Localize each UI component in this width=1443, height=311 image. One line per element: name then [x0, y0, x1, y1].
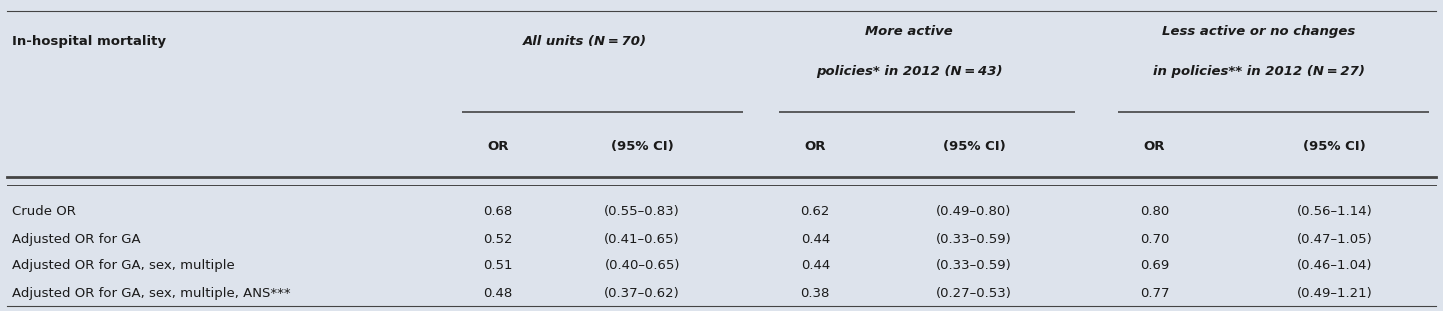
Text: 0.70: 0.70	[1140, 233, 1169, 246]
Text: (0.27–0.53): (0.27–0.53)	[937, 287, 1012, 300]
Text: (0.41–0.65): (0.41–0.65)	[605, 233, 680, 246]
Text: (0.33–0.59): (0.33–0.59)	[937, 233, 1012, 246]
Text: 0.52: 0.52	[483, 233, 512, 246]
Text: Adjusted OR for GA, sex, multiple, ANS***: Adjusted OR for GA, sex, multiple, ANS**…	[12, 287, 290, 300]
Text: Adjusted OR for GA, sex, multiple: Adjusted OR for GA, sex, multiple	[12, 259, 234, 272]
Text: 0.38: 0.38	[801, 287, 830, 300]
Text: 0.77: 0.77	[1140, 287, 1169, 300]
Text: (0.55–0.83): (0.55–0.83)	[605, 205, 680, 218]
Text: (0.33–0.59): (0.33–0.59)	[937, 259, 1012, 272]
Text: OR: OR	[1144, 140, 1165, 153]
Text: OR: OR	[805, 140, 825, 153]
Text: In-hospital mortality: In-hospital mortality	[12, 35, 166, 49]
Text: (95% CI): (95% CI)	[610, 140, 674, 153]
Text: (95% CI): (95% CI)	[942, 140, 1006, 153]
Text: in policies** in 2012 (N = 27): in policies** in 2012 (N = 27)	[1153, 65, 1365, 78]
Text: (0.37–0.62): (0.37–0.62)	[605, 287, 680, 300]
Text: 0.44: 0.44	[801, 233, 830, 246]
Text: (0.46–1.04): (0.46–1.04)	[1297, 259, 1372, 272]
Text: (0.56–1.14): (0.56–1.14)	[1297, 205, 1372, 218]
Text: Crude OR: Crude OR	[12, 205, 75, 218]
Text: More active: More active	[866, 25, 952, 38]
Text: (0.49–0.80): (0.49–0.80)	[937, 205, 1012, 218]
Text: 0.69: 0.69	[1140, 259, 1169, 272]
Text: (0.49–1.21): (0.49–1.21)	[1297, 287, 1372, 300]
Text: 0.44: 0.44	[801, 259, 830, 272]
Text: OR: OR	[488, 140, 508, 153]
Text: Less active or no changes: Less active or no changes	[1163, 25, 1355, 38]
Text: 0.62: 0.62	[801, 205, 830, 218]
Text: 0.68: 0.68	[483, 205, 512, 218]
Text: 0.51: 0.51	[483, 259, 512, 272]
Text: Adjusted OR for GA: Adjusted OR for GA	[12, 233, 140, 246]
Text: (0.40–0.65): (0.40–0.65)	[605, 259, 680, 272]
Text: 0.48: 0.48	[483, 287, 512, 300]
Text: (0.47–1.05): (0.47–1.05)	[1297, 233, 1372, 246]
Text: All units (N = 70): All units (N = 70)	[522, 35, 646, 49]
Text: (95% CI): (95% CI)	[1303, 140, 1367, 153]
Text: policies* in 2012 (N = 43): policies* in 2012 (N = 43)	[815, 65, 1003, 78]
Text: 0.80: 0.80	[1140, 205, 1169, 218]
